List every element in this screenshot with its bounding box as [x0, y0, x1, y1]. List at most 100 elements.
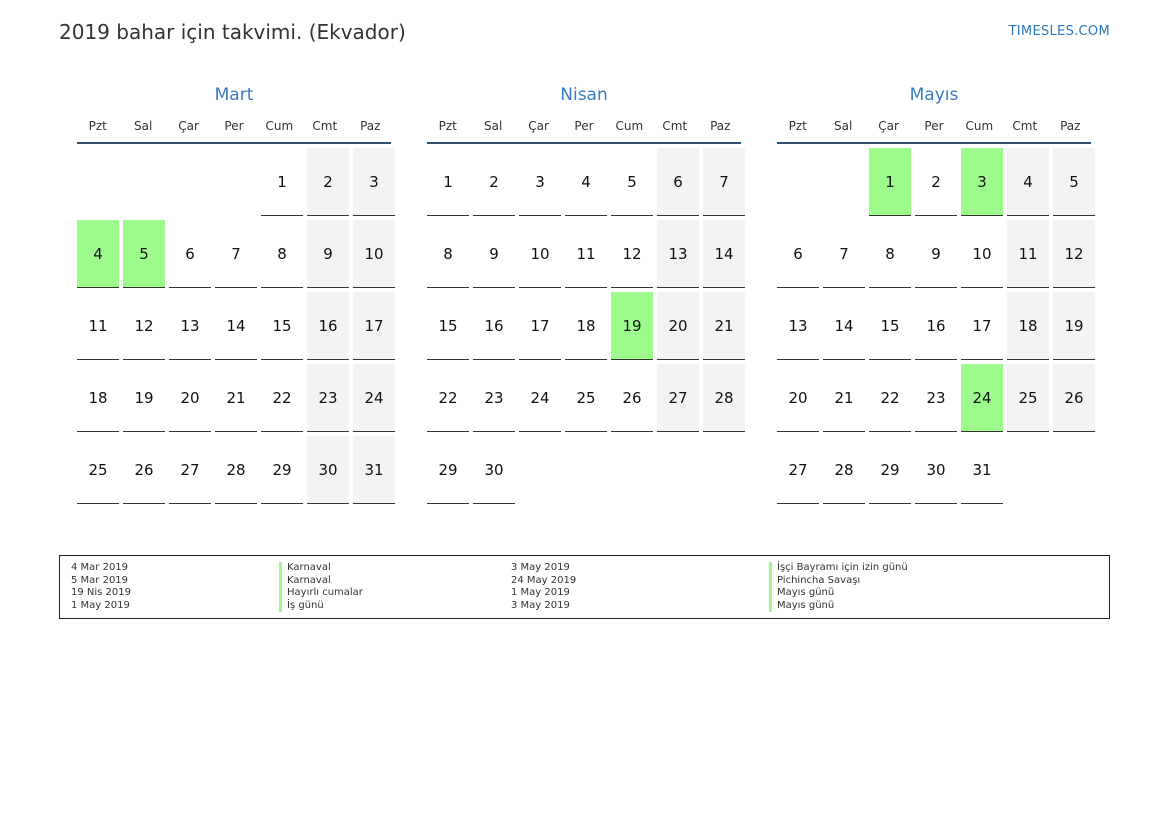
site-link[interactable]: TIMESLES.COM [1008, 24, 1110, 39]
day-cell: 14 [215, 292, 257, 360]
day-cell: 14 [703, 220, 745, 288]
day-cell: 7 [215, 220, 257, 288]
page-title: 2019 bahar için takvimi. (Ekvador) [59, 20, 406, 44]
month-title: Mart [214, 85, 254, 105]
day-cell: 23 [473, 364, 515, 432]
day-cell: 31 [353, 436, 395, 504]
day-cell: 4 [1007, 148, 1049, 216]
legend-date: 1 May 2019 [511, 587, 570, 598]
day-cell: 16 [915, 292, 957, 360]
legend-name: Karnaval [279, 562, 511, 575]
day-cell: 23 [915, 364, 957, 432]
legend-name: İşçi Bayramı için izin günü [769, 562, 1069, 575]
weekday-label: Cmt [312, 119, 338, 133]
holiday-day-cell: 24 [961, 364, 1003, 432]
legend-names-left: Karnaval Karnaval Hayırlı cumalar İş gün… [279, 562, 511, 618]
day-cell: 16 [307, 292, 349, 360]
day-cell: 13 [169, 292, 211, 360]
day-cell: 25 [77, 436, 119, 504]
day-cell: 9 [473, 220, 515, 288]
weekday-label: Pzt [788, 119, 807, 133]
day-cell: 30 [473, 436, 515, 504]
day-cell: 4 [565, 148, 607, 216]
weekday-label: Per [224, 119, 244, 133]
legend-date: 4 Mar 2019 [71, 562, 129, 573]
day-cell: 31 [961, 436, 1003, 504]
legend-name: Mayıs günü [769, 599, 1069, 612]
day-cell: 27 [777, 436, 819, 504]
day-cell: 7 [823, 220, 865, 288]
weekday-label: Sal [133, 119, 153, 133]
weekday-label: Paz [360, 119, 381, 133]
day-cell: 15 [261, 292, 303, 360]
legend-date: 24 May 2019 [511, 574, 577, 586]
day-cell: 10 [519, 220, 561, 288]
day-cell: 28 [703, 364, 745, 432]
holiday-day-cell: 4 [77, 220, 119, 288]
weekday-label: Per [924, 119, 944, 133]
day-cell: 24 [519, 364, 561, 432]
day-cell: 22 [869, 364, 911, 432]
legend-date: 1 May 2019 [71, 599, 130, 611]
day-cell: 8 [261, 220, 303, 288]
weekday-header: Pzt Sal Çar Per Cum Cmt Paz [777, 114, 1091, 138]
holiday-legend: 4 Mar 2019 5 Mar 2019 19 Nis 2019 1 May … [59, 555, 1110, 619]
empty-day-cell [823, 148, 865, 216]
day-cell: 22 [261, 364, 303, 432]
day-cell: 10 [961, 220, 1003, 288]
day-cell: 30 [307, 436, 349, 504]
legend-date: 3 May 2019 [511, 562, 570, 573]
weekday-label: Cum [615, 119, 644, 133]
weekday-label: Sal [833, 119, 853, 133]
day-cell: 29 [261, 436, 303, 504]
day-cell: 8 [869, 220, 911, 288]
day-cell: 2 [473, 148, 515, 216]
day-cell: 29 [427, 436, 469, 504]
legend-name: İş günü [279, 599, 511, 612]
weekday-label: Per [574, 119, 594, 133]
day-cell: 9 [915, 220, 957, 288]
day-cell: 6 [657, 148, 699, 216]
weekday-label: Çar [178, 119, 199, 133]
weekday-header: Pzt Sal Çar Per Cum Cmt Paz [427, 114, 741, 138]
day-cell: 27 [169, 436, 211, 504]
weekday-label: Çar [528, 119, 549, 133]
legend-name: Hayırlı cumalar [279, 587, 511, 600]
day-cell: 18 [1007, 292, 1049, 360]
weekday-label: Cum [965, 119, 994, 133]
day-cell: 28 [215, 436, 257, 504]
legend-date: 3 May 2019 [511, 599, 570, 611]
day-cell: 19 [1053, 292, 1095, 360]
day-cell: 12 [611, 220, 653, 288]
header-rule [427, 142, 741, 144]
day-cell: 20 [169, 364, 211, 432]
empty-day-cell [123, 148, 165, 216]
day-cell: 27 [657, 364, 699, 432]
weekday-label: Sal [483, 119, 503, 133]
day-cell: 21 [823, 364, 865, 432]
day-cell: 26 [123, 436, 165, 504]
day-cell: 1 [261, 148, 303, 216]
empty-day-cell [77, 148, 119, 216]
day-grid: 1 2 3 4 5 6 7 8 9 10 11 12 13 14 15 16 17 18 19 20 21 22 23 24 2… [427, 148, 745, 504]
day-cell: 19 [123, 364, 165, 432]
day-cell: 30 [915, 436, 957, 504]
day-cell: 18 [77, 364, 119, 432]
legend-names-right: İşçi Bayramı için izin günü Pichincha Sa… [769, 562, 1069, 618]
day-cell: 3 [353, 148, 395, 216]
day-cell: 13 [777, 292, 819, 360]
weekday-label: Cmt [662, 119, 688, 133]
header-rule [77, 142, 391, 144]
day-cell: 20 [657, 292, 699, 360]
weekday-label: Paz [710, 119, 731, 133]
day-cell: 29 [869, 436, 911, 504]
day-cell: 22 [427, 364, 469, 432]
weekday-label: Çar [878, 119, 899, 133]
weekday-label: Cmt [1012, 119, 1038, 133]
holiday-day-cell: 19 [611, 292, 653, 360]
day-cell: 26 [1053, 364, 1095, 432]
day-cell: 23 [307, 364, 349, 432]
day-cell: 21 [703, 292, 745, 360]
legend-date: 5 Mar 2019 [71, 574, 129, 586]
